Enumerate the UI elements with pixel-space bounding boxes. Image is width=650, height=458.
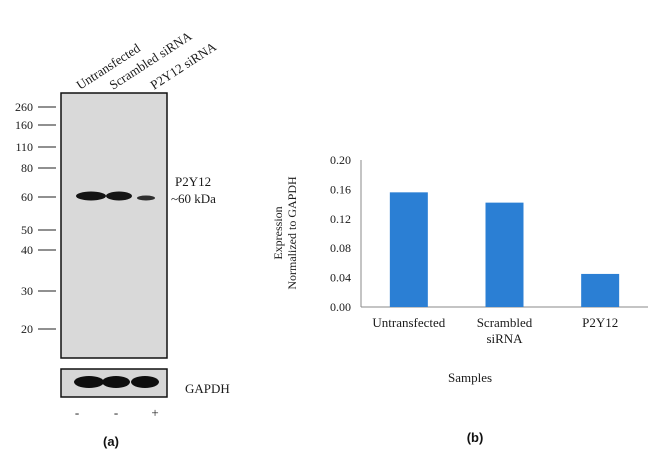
marker-110: 110 — [15, 140, 33, 154]
y-tick-label: 0.12 — [330, 212, 351, 226]
band-scrambled — [106, 191, 132, 201]
treatment-lane-3: + — [151, 405, 158, 420]
y-axis-label-line1: Expression — [271, 206, 285, 259]
bar-chart: 0.00 0.04 0.08 0.12 0.16 0.20 Untransfected Sc… — [271, 153, 648, 445]
treatment-lane-2: - — [114, 405, 118, 420]
band-size: ~60 kDa — [171, 191, 216, 206]
x-tick-label: Scrambled siRNA — [477, 315, 533, 346]
bar — [389, 192, 428, 307]
x-tick-label: P2Y12 — [582, 315, 618, 330]
panel-label-b: (b) — [467, 430, 484, 445]
y-tick-label: 0.08 — [330, 241, 351, 255]
gapdh-label: GAPDH — [185, 381, 230, 396]
y-tick-label: 0.04 — [330, 271, 351, 285]
blot-membrane — [60, 92, 168, 359]
marker-60: 60 — [21, 190, 33, 204]
marker-20: 20 — [21, 322, 33, 336]
marker-40: 40 — [21, 243, 33, 257]
gapdh-band-p2y12 — [131, 376, 159, 388]
western-blot-panel: Untransfected Scrambled siRNA P2Y12 siRN… — [15, 28, 230, 449]
marker-50: 50 — [21, 223, 33, 237]
marker-80: 80 — [21, 161, 33, 175]
x-axis-label: Samples — [448, 370, 492, 385]
marker-160: 160 — [15, 118, 33, 132]
marker-ladder: 260 160 110 80 60 50 40 30 20 — [15, 100, 56, 336]
band-untransfected — [76, 191, 106, 201]
marker-260: 260 — [15, 100, 33, 114]
y-tick-label: 0.20 — [330, 153, 351, 167]
y-tick-label: 0.00 — [330, 300, 351, 314]
treatment-lane-1: - — [75, 405, 79, 420]
y-tick-label: 0.16 — [330, 182, 351, 196]
band-p2y12-sirna — [137, 195, 155, 201]
y-tick-labels: 0.00 0.04 0.08 0.12 0.16 0.20 — [330, 153, 351, 314]
band-label: P2Y12 — [175, 174, 211, 189]
panel-label-a: (a) — [103, 434, 119, 449]
y-axis-label-line2: Normalized to GAPDH — [285, 176, 299, 290]
bar — [485, 202, 524, 307]
bars — [389, 192, 620, 307]
x-tick-label: Untransfected — [372, 315, 445, 330]
gapdh-band-scrambled — [102, 376, 130, 388]
bar — [581, 273, 620, 307]
x-tick-labels: Untransfected Scrambled siRNA P2Y12 — [372, 315, 618, 346]
marker-30: 30 — [21, 284, 33, 298]
gapdh-band-untransfected — [74, 376, 104, 388]
